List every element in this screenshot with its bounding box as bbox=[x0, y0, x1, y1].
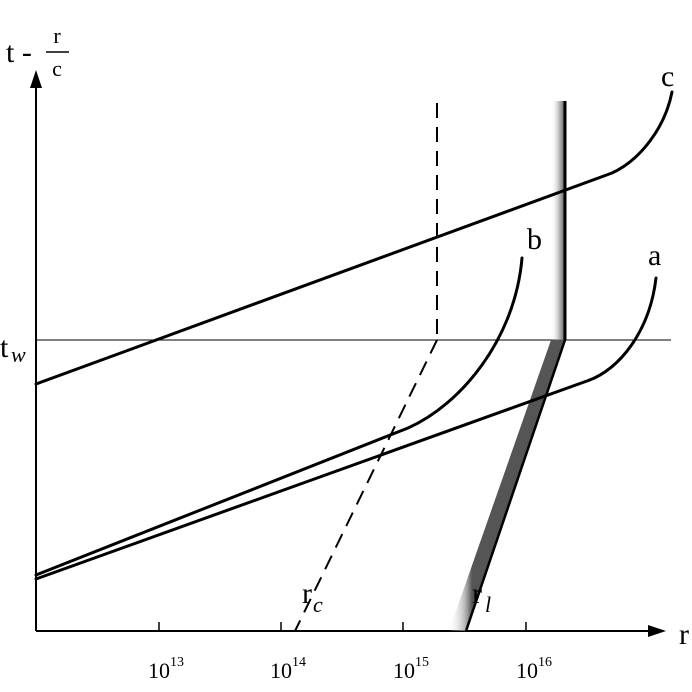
tick-label-1e13: 10 bbox=[148, 658, 170, 683]
tick-label-1e15: 10 bbox=[393, 658, 415, 683]
rc-label: r bbox=[302, 577, 312, 610]
curve-b bbox=[34, 256, 524, 577]
curve-c-label: c bbox=[661, 60, 674, 93]
curve-a bbox=[34, 276, 658, 581]
rl-label: r bbox=[472, 577, 482, 610]
curve-b-label: b bbox=[527, 223, 542, 256]
y-axis-arrow bbox=[30, 70, 42, 88]
x-axis-arrow bbox=[648, 625, 666, 637]
rl-shade-vertical bbox=[551, 101, 565, 340]
tw-label-sub: w bbox=[11, 342, 26, 367]
x-axis-label: r bbox=[679, 618, 689, 651]
rl-shade-diagonal bbox=[449, 340, 565, 631]
curve-a-label: a bbox=[648, 239, 661, 272]
rc-label-sub: c bbox=[313, 592, 323, 617]
y-axis-fraction-den: c bbox=[52, 56, 62, 81]
y-axis-label: t - bbox=[6, 36, 32, 69]
y-axis-fraction-num: r bbox=[53, 23, 61, 48]
tick-label-1e14: 10 bbox=[270, 658, 292, 683]
tick-label-1e16: 10 bbox=[516, 658, 538, 683]
rc-line-diagonal bbox=[294, 339, 438, 632]
tick-exp-1e14: 14 bbox=[292, 655, 306, 670]
rl-line-diagonal bbox=[464, 339, 567, 632]
rl-label-sub: l bbox=[485, 592, 491, 617]
curve-c bbox=[34, 90, 674, 386]
tick-exp-1e16: 16 bbox=[538, 655, 552, 670]
tick-exp-1e13: 13 bbox=[170, 655, 184, 670]
tw-label: t bbox=[0, 331, 9, 364]
tick-exp-1e15: 15 bbox=[415, 655, 429, 670]
